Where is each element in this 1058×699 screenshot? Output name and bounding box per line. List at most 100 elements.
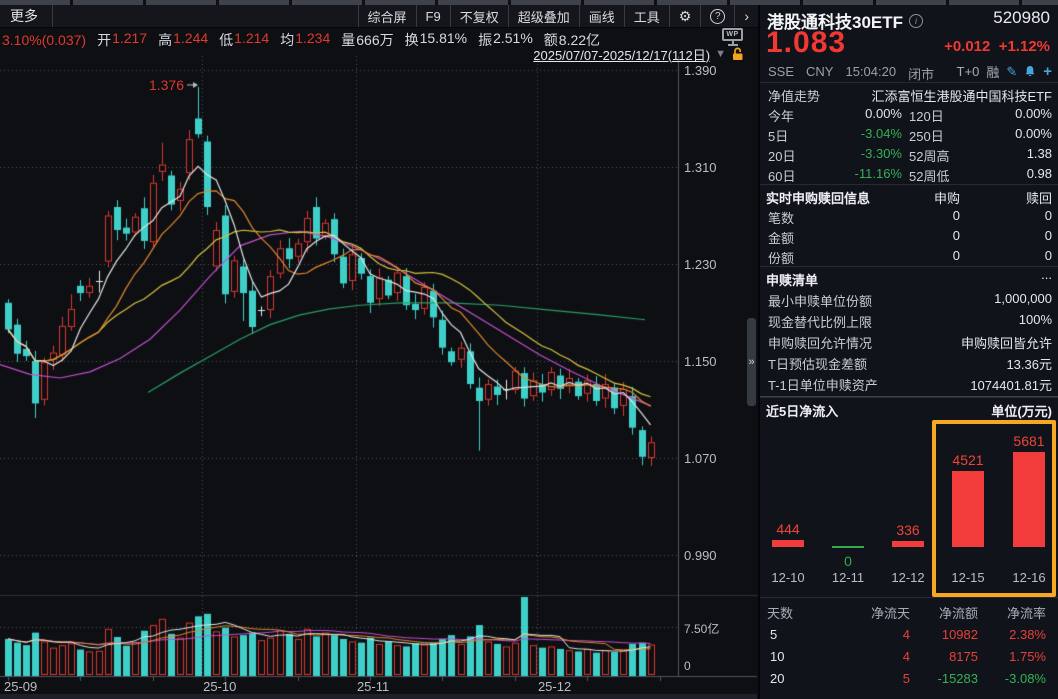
- toolbar-right-group: 综合屏 F9 不复权 超级叠加 画线 工具 ⚙ ? ›: [357, 5, 758, 27]
- realtime-row-value: 0: [1044, 228, 1052, 243]
- flow-date-label: 12-15: [951, 570, 985, 585]
- quote-stat-pair: 低 1.214: [219, 30, 269, 50]
- nav-row-label: 120日: [909, 109, 944, 124]
- help-icon[interactable]: ?: [700, 5, 734, 27]
- quote-stat-label: 低: [219, 32, 234, 48]
- nav-title: 净值走势: [768, 89, 821, 104]
- quote-stat-label: 换: [404, 32, 419, 48]
- realtime-row-label: 笔数: [768, 211, 795, 226]
- flow-table-cell: 2.38%: [1009, 627, 1046, 642]
- recent-flow-highlight-box: [932, 420, 1056, 597]
- currency-label: CNY: [806, 64, 834, 79]
- y-axis-tick-label: 0.990: [684, 548, 717, 563]
- panel-divider: [760, 597, 1058, 598]
- bell-icon[interactable]: [1024, 65, 1036, 78]
- quote-stat-value: 8.22亿: [558, 32, 601, 48]
- y-axis-tick-label: 1.390: [684, 63, 717, 78]
- nav-row-label: 20日: [768, 149, 796, 164]
- more-button[interactable]: 更多: [0, 5, 53, 27]
- x-axis-tick-label: 25-09: [4, 679, 38, 694]
- market-status: 闭市: [908, 67, 935, 82]
- nav-row-value: 0.00%: [1015, 106, 1052, 121]
- flow-table-cell: 20: [770, 671, 785, 686]
- list-row-label: 最小申赎单位份额: [768, 294, 873, 309]
- quote-stat-label: 振: [478, 32, 493, 48]
- bottom-scroll-strip[interactable]: [0, 694, 757, 699]
- list-row-label: T-1日单位申赎资产: [768, 378, 878, 393]
- panel-divider: [760, 184, 1058, 185]
- top-tab-strip[interactable]: [0, 0, 1058, 5]
- realtime-row-value: 0: [1044, 208, 1052, 223]
- flow-bar: [952, 471, 984, 547]
- fund-name: 汇添富恒生港股通中国科技ETF: [871, 89, 1052, 104]
- quote-stat-pair: 开 1.217: [97, 30, 147, 50]
- x-axis-tick-label: 25-12: [537, 679, 572, 694]
- panel-collapse-handle[interactable]: »: [747, 318, 756, 406]
- volume-axis-tick-label: 7.50亿: [684, 622, 720, 636]
- nav-row-value: -11.16%: [854, 166, 902, 181]
- realtime-row-label: 份额: [768, 251, 795, 266]
- trade-flags-row: T+0 融 ✎ +: [957, 62, 1052, 81]
- toolbar-button-0[interactable]: 综合屏: [357, 5, 416, 27]
- quote-stat-value: 3.10%(0.037): [2, 32, 87, 48]
- last-price: 1.083: [766, 26, 847, 59]
- flow-table-cell: 10982: [941, 627, 978, 642]
- quote-stat-pair: 换 15.81%: [405, 30, 467, 50]
- wp-monitor-icon[interactable]: WP: [722, 28, 744, 47]
- flow-table-cell: 5: [902, 671, 910, 686]
- quote-stat-value: 15.81%: [419, 30, 468, 46]
- nav-row-label: 250日: [909, 129, 944, 144]
- date-range-row: 2025/07/07-2025/12/17(112日) ▼: [0, 46, 744, 63]
- flow-date-label: 12-16: [1012, 570, 1046, 585]
- toolbar-button-5[interactable]: 工具: [623, 5, 669, 27]
- toolbar-button-3[interactable]: 超级叠加: [507, 5, 579, 27]
- realtime-row-label: 金额: [768, 231, 795, 246]
- chevron-right-icon[interactable]: ›: [734, 5, 758, 27]
- quote-stat-pair: 振 2.51%: [478, 30, 533, 50]
- margin-flag: 融: [986, 65, 1000, 80]
- flow-date-label: 12-10: [771, 570, 805, 585]
- flow-bar-value: 5681: [1013, 433, 1045, 449]
- quote-stat-pair: 高 1.244: [158, 30, 208, 50]
- nav-row-label: 60日: [768, 169, 796, 184]
- flow-unit-label: 单位(万元): [991, 404, 1052, 419]
- list-more-button[interactable]: ...: [1041, 267, 1052, 282]
- toolbar-button-1[interactable]: F9: [415, 5, 450, 27]
- flow-bar: [772, 540, 804, 547]
- quote-stat-value: 1.234: [295, 30, 331, 46]
- toolbar-button-2[interactable]: 不复权: [449, 5, 508, 27]
- exchange-label: SSE: [768, 64, 795, 79]
- y-axis-tick-label: 1.070: [684, 451, 717, 466]
- date-range-text[interactable]: 2025/07/07-2025/12/17(112日): [533, 47, 711, 63]
- panel-divider: [760, 397, 1058, 398]
- nav-row-value: -3.30%: [860, 146, 902, 161]
- quote-stat-label: 额: [543, 32, 558, 48]
- dropdown-caret-icon[interactable]: ▼: [715, 48, 726, 60]
- gear-icon[interactable]: ⚙: [668, 5, 701, 27]
- y-axis-tick-label: 1.230: [684, 257, 717, 272]
- info-icon[interactable]: i: [909, 13, 924, 28]
- nav-row-value: 0.98: [1026, 166, 1052, 181]
- add-watch-icon[interactable]: +: [1043, 63, 1052, 80]
- peak-price-annotation: 1.376: [148, 77, 184, 93]
- flow-date-label: 12-12: [891, 570, 925, 585]
- quote-stat-value: 1.214: [234, 30, 270, 46]
- pencil-icon[interactable]: ✎: [1006, 63, 1018, 79]
- toolbar-button-4[interactable]: 画线: [578, 5, 624, 27]
- unlock-icon[interactable]: [731, 47, 744, 61]
- realtime-col-header: 赎回: [1025, 191, 1052, 206]
- price-volume-chart-canvas[interactable]: [0, 52, 758, 699]
- list-row-label: T日预估现金差额: [768, 357, 867, 372]
- list-row-label: 现金替代比例上限: [768, 315, 873, 330]
- x-axis-tick-label: 25-10: [203, 679, 237, 694]
- quote-stat-value: 666万: [356, 32, 394, 48]
- flow-table-cell: -15283: [937, 671, 978, 686]
- list-title: 申赎清单: [766, 273, 819, 288]
- flow-table-header: 天数: [767, 606, 794, 621]
- nav-row-label: 52周低: [909, 169, 950, 184]
- quote-stat-value: 1.217: [112, 30, 148, 46]
- flow-table-header: 净流率: [1006, 606, 1046, 621]
- quote-stat-label: 高: [158, 32, 173, 48]
- nav-row-label: 52周高: [909, 149, 950, 164]
- flow-table-cell: 4: [902, 627, 910, 642]
